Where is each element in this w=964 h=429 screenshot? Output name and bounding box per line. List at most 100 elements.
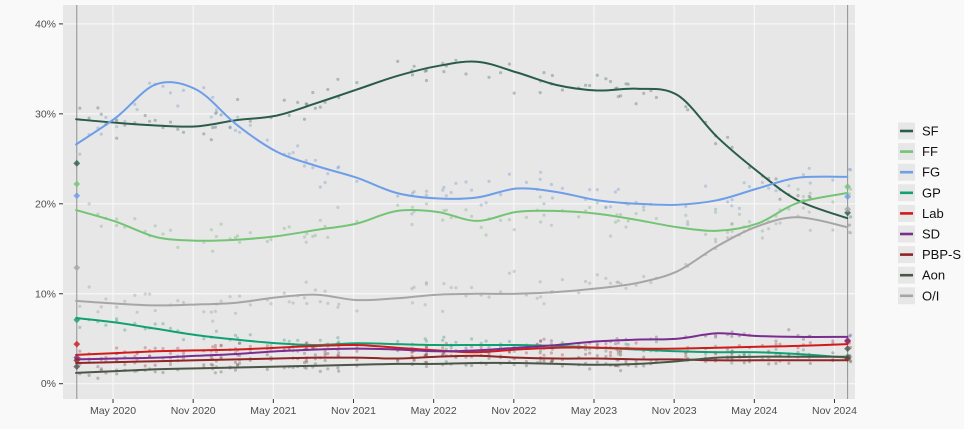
- poll-dot: [236, 363, 240, 367]
- poll-dot: [796, 346, 800, 350]
- poll-dot: [619, 369, 623, 373]
- poll-dot: [424, 351, 429, 355]
- poll-dot: [801, 206, 806, 210]
- poll-dot: [313, 233, 317, 237]
- poll-dot: [524, 351, 529, 355]
- poll-dot: [219, 370, 223, 374]
- poll-dot: [209, 310, 213, 314]
- poll-dot: [213, 343, 217, 348]
- poll-dot: [538, 351, 542, 355]
- poll-dot: [318, 369, 322, 373]
- poll-dot: [444, 208, 448, 212]
- poll-dot: [238, 341, 242, 345]
- legend-item-Lab: Lab: [898, 204, 944, 222]
- poll-dot: [265, 367, 269, 371]
- poll-dot: [608, 205, 613, 209]
- poll-dot: [211, 249, 215, 253]
- poll-dot: [442, 70, 446, 74]
- poll-dot: [634, 341, 638, 345]
- poll-dot: [642, 208, 646, 212]
- poll-dot: [87, 116, 91, 120]
- x-axis-label: May 2022: [411, 405, 457, 417]
- poll-dot: [542, 302, 546, 306]
- poll-dot: [778, 342, 782, 346]
- poll-dot: [302, 235, 307, 239]
- legend-item-FF: FF: [898, 143, 938, 161]
- election-result-marker-GP: [73, 316, 81, 324]
- legend-item-SD: SD: [898, 225, 940, 243]
- poll-dot: [168, 91, 173, 95]
- poll-dot: [78, 106, 82, 110]
- election-result-marker-Aon: [73, 363, 81, 371]
- poll-dot: [104, 323, 108, 327]
- poll-dot: [454, 181, 458, 185]
- poll-dot: [704, 232, 708, 236]
- poll-dot: [654, 216, 659, 221]
- poll-dot: [181, 351, 186, 355]
- poll-dot: [78, 304, 82, 308]
- poll-dot: [512, 363, 516, 367]
- poll-dot: [613, 342, 618, 346]
- poll-dot: [624, 342, 628, 346]
- poll-dot: [168, 362, 173, 367]
- poll-dot: [355, 358, 359, 362]
- poll-dot: [613, 190, 618, 194]
- poll-dot: [560, 353, 565, 357]
- poll-dot: [115, 125, 119, 129]
- poll-dot: [831, 351, 835, 355]
- poll-dot: [499, 290, 503, 294]
- poll-dot: [730, 334, 734, 338]
- poll-dot: [209, 115, 213, 119]
- x-axis-label: Nov 2023: [652, 405, 697, 417]
- poll-dot: [282, 338, 286, 342]
- election-result-marker-Aon: [844, 345, 852, 353]
- poll-dot: [484, 201, 488, 205]
- poll-dot: [714, 237, 718, 241]
- poll-dot: [153, 363, 157, 367]
- poll-dot: [135, 310, 139, 314]
- poll-dot: [337, 302, 341, 306]
- poll-dot: [787, 328, 791, 332]
- poll-dot: [78, 325, 82, 329]
- legend-label-SF: SF: [922, 124, 939, 139]
- poll-dot: [396, 359, 400, 363]
- poll-dot: [202, 363, 206, 367]
- poll-dot: [730, 204, 734, 208]
- poll-dot: [396, 59, 400, 64]
- poll-dot: [767, 186, 771, 190]
- election-result-marker-PBP-S: [73, 356, 81, 364]
- poll-dot: [626, 219, 630, 223]
- poll-dot: [730, 361, 734, 365]
- poll-dot: [499, 193, 503, 197]
- poll-dot: [355, 81, 359, 85]
- poll-dot: [424, 68, 428, 73]
- poll-dot: [604, 354, 608, 359]
- poll-dot: [774, 342, 778, 346]
- poll-dot: [410, 287, 414, 291]
- poll-dot: [577, 291, 581, 295]
- legend-label-FF: FF: [922, 144, 938, 159]
- poll-dot: [410, 222, 414, 227]
- poll-dot: [228, 125, 232, 129]
- poll-dot: [323, 358, 327, 363]
- poll-dot: [577, 215, 581, 219]
- poll-dot: [449, 346, 453, 350]
- legend-label-Aon: Aon: [922, 268, 945, 283]
- poll-dot: [849, 359, 853, 363]
- poll-dot: [642, 274, 646, 279]
- poll-dot: [560, 88, 565, 92]
- poll-dot: [470, 337, 474, 341]
- poll-dot: [202, 337, 206, 341]
- poll-dot: [684, 204, 688, 208]
- poll-dot: [219, 343, 223, 347]
- poll-dot: [337, 351, 341, 355]
- poll-dot: [304, 102, 308, 106]
- poll-dot: [153, 118, 157, 122]
- poll-dot: [454, 58, 458, 62]
- poll-dot: [831, 200, 835, 204]
- poll-dot: [313, 362, 317, 366]
- poll-dot: [626, 343, 630, 347]
- poll-dot: [730, 222, 734, 226]
- poll-dot: [499, 71, 503, 75]
- poll-dot: [238, 361, 242, 365]
